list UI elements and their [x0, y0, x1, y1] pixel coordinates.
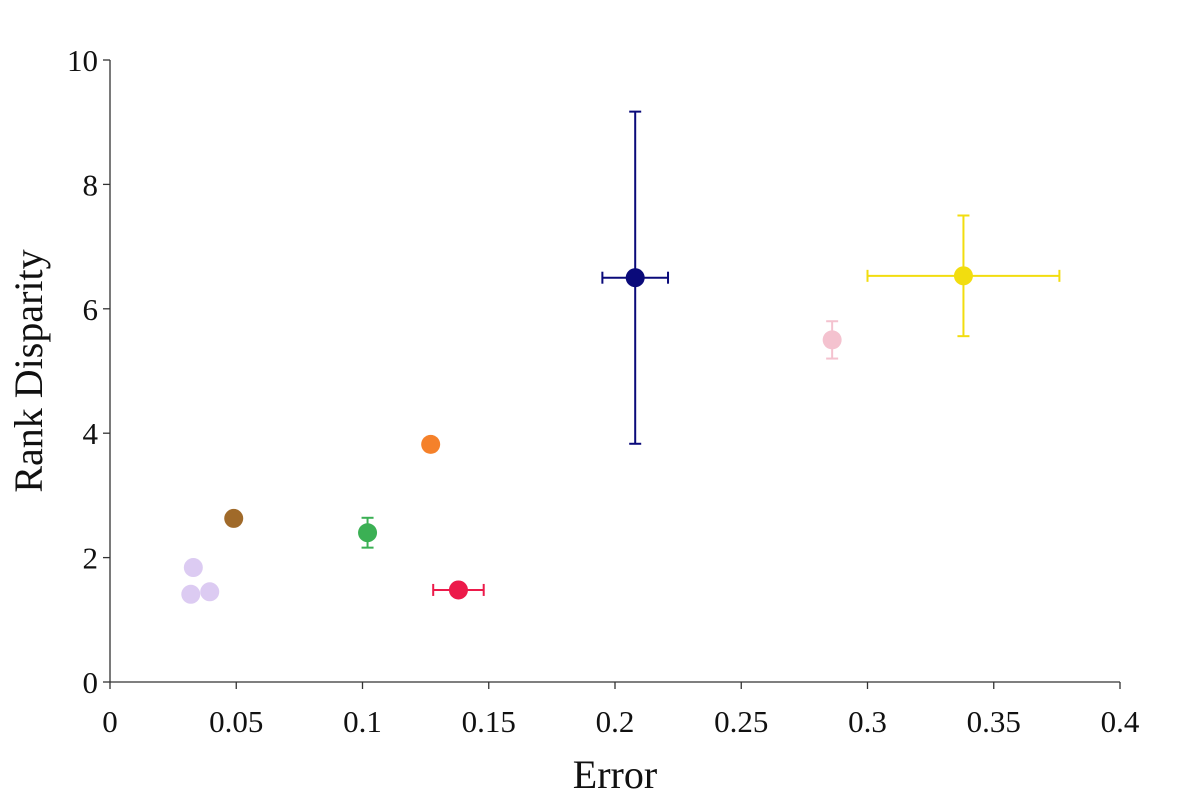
data-point [200, 582, 220, 602]
data-points [181, 110, 1061, 604]
x-tick-label: 0.2 [596, 704, 635, 739]
x-tick-label: 0.4 [1101, 704, 1140, 739]
x-ticks: 0 0.05 0.1 0.15 0.2 0.25 0.3 0.35 0.4 [102, 682, 1140, 739]
point-marker [224, 508, 244, 528]
y-axis-title: Rank Disparity [6, 249, 51, 492]
data-point [421, 434, 441, 454]
point-marker [625, 268, 645, 288]
x-tick-label: 0.3 [848, 704, 887, 739]
data-point [181, 584, 201, 604]
y-tick-label: 2 [83, 541, 99, 576]
data-point [432, 580, 485, 600]
point-marker [200, 582, 220, 602]
x-tick-label: 0.05 [209, 704, 263, 739]
y-tick-label: 6 [83, 292, 99, 327]
axes: 0 0.05 0.1 0.15 0.2 0.25 0.3 0.35 0.4 0 2 4 6 8 10 [67, 43, 1140, 739]
x-axis-title: Error [573, 752, 657, 797]
data-point [183, 558, 203, 578]
data-point [358, 516, 378, 549]
x-tick-label: 0.1 [343, 704, 382, 739]
point-marker [183, 558, 203, 578]
data-point [866, 214, 1061, 338]
point-marker [953, 266, 973, 286]
y-tick-label: 10 [67, 43, 98, 78]
x-tick-label: 0 [102, 704, 118, 739]
x-tick-label: 0.15 [462, 704, 516, 739]
point-marker [181, 584, 201, 604]
point-marker [421, 434, 441, 454]
x-tick-label: 0.25 [714, 704, 768, 739]
data-point [601, 110, 670, 445]
y-tick-label: 0 [83, 665, 99, 700]
point-marker [822, 330, 842, 350]
point-marker [448, 580, 468, 600]
point-marker [358, 523, 378, 543]
data-point [822, 320, 842, 360]
data-point [224, 508, 244, 528]
y-tick-label: 8 [83, 167, 99, 202]
y-ticks: 0 2 4 6 8 10 [67, 43, 110, 700]
x-tick-label: 0.35 [967, 704, 1021, 739]
y-tick-label: 4 [83, 416, 99, 451]
